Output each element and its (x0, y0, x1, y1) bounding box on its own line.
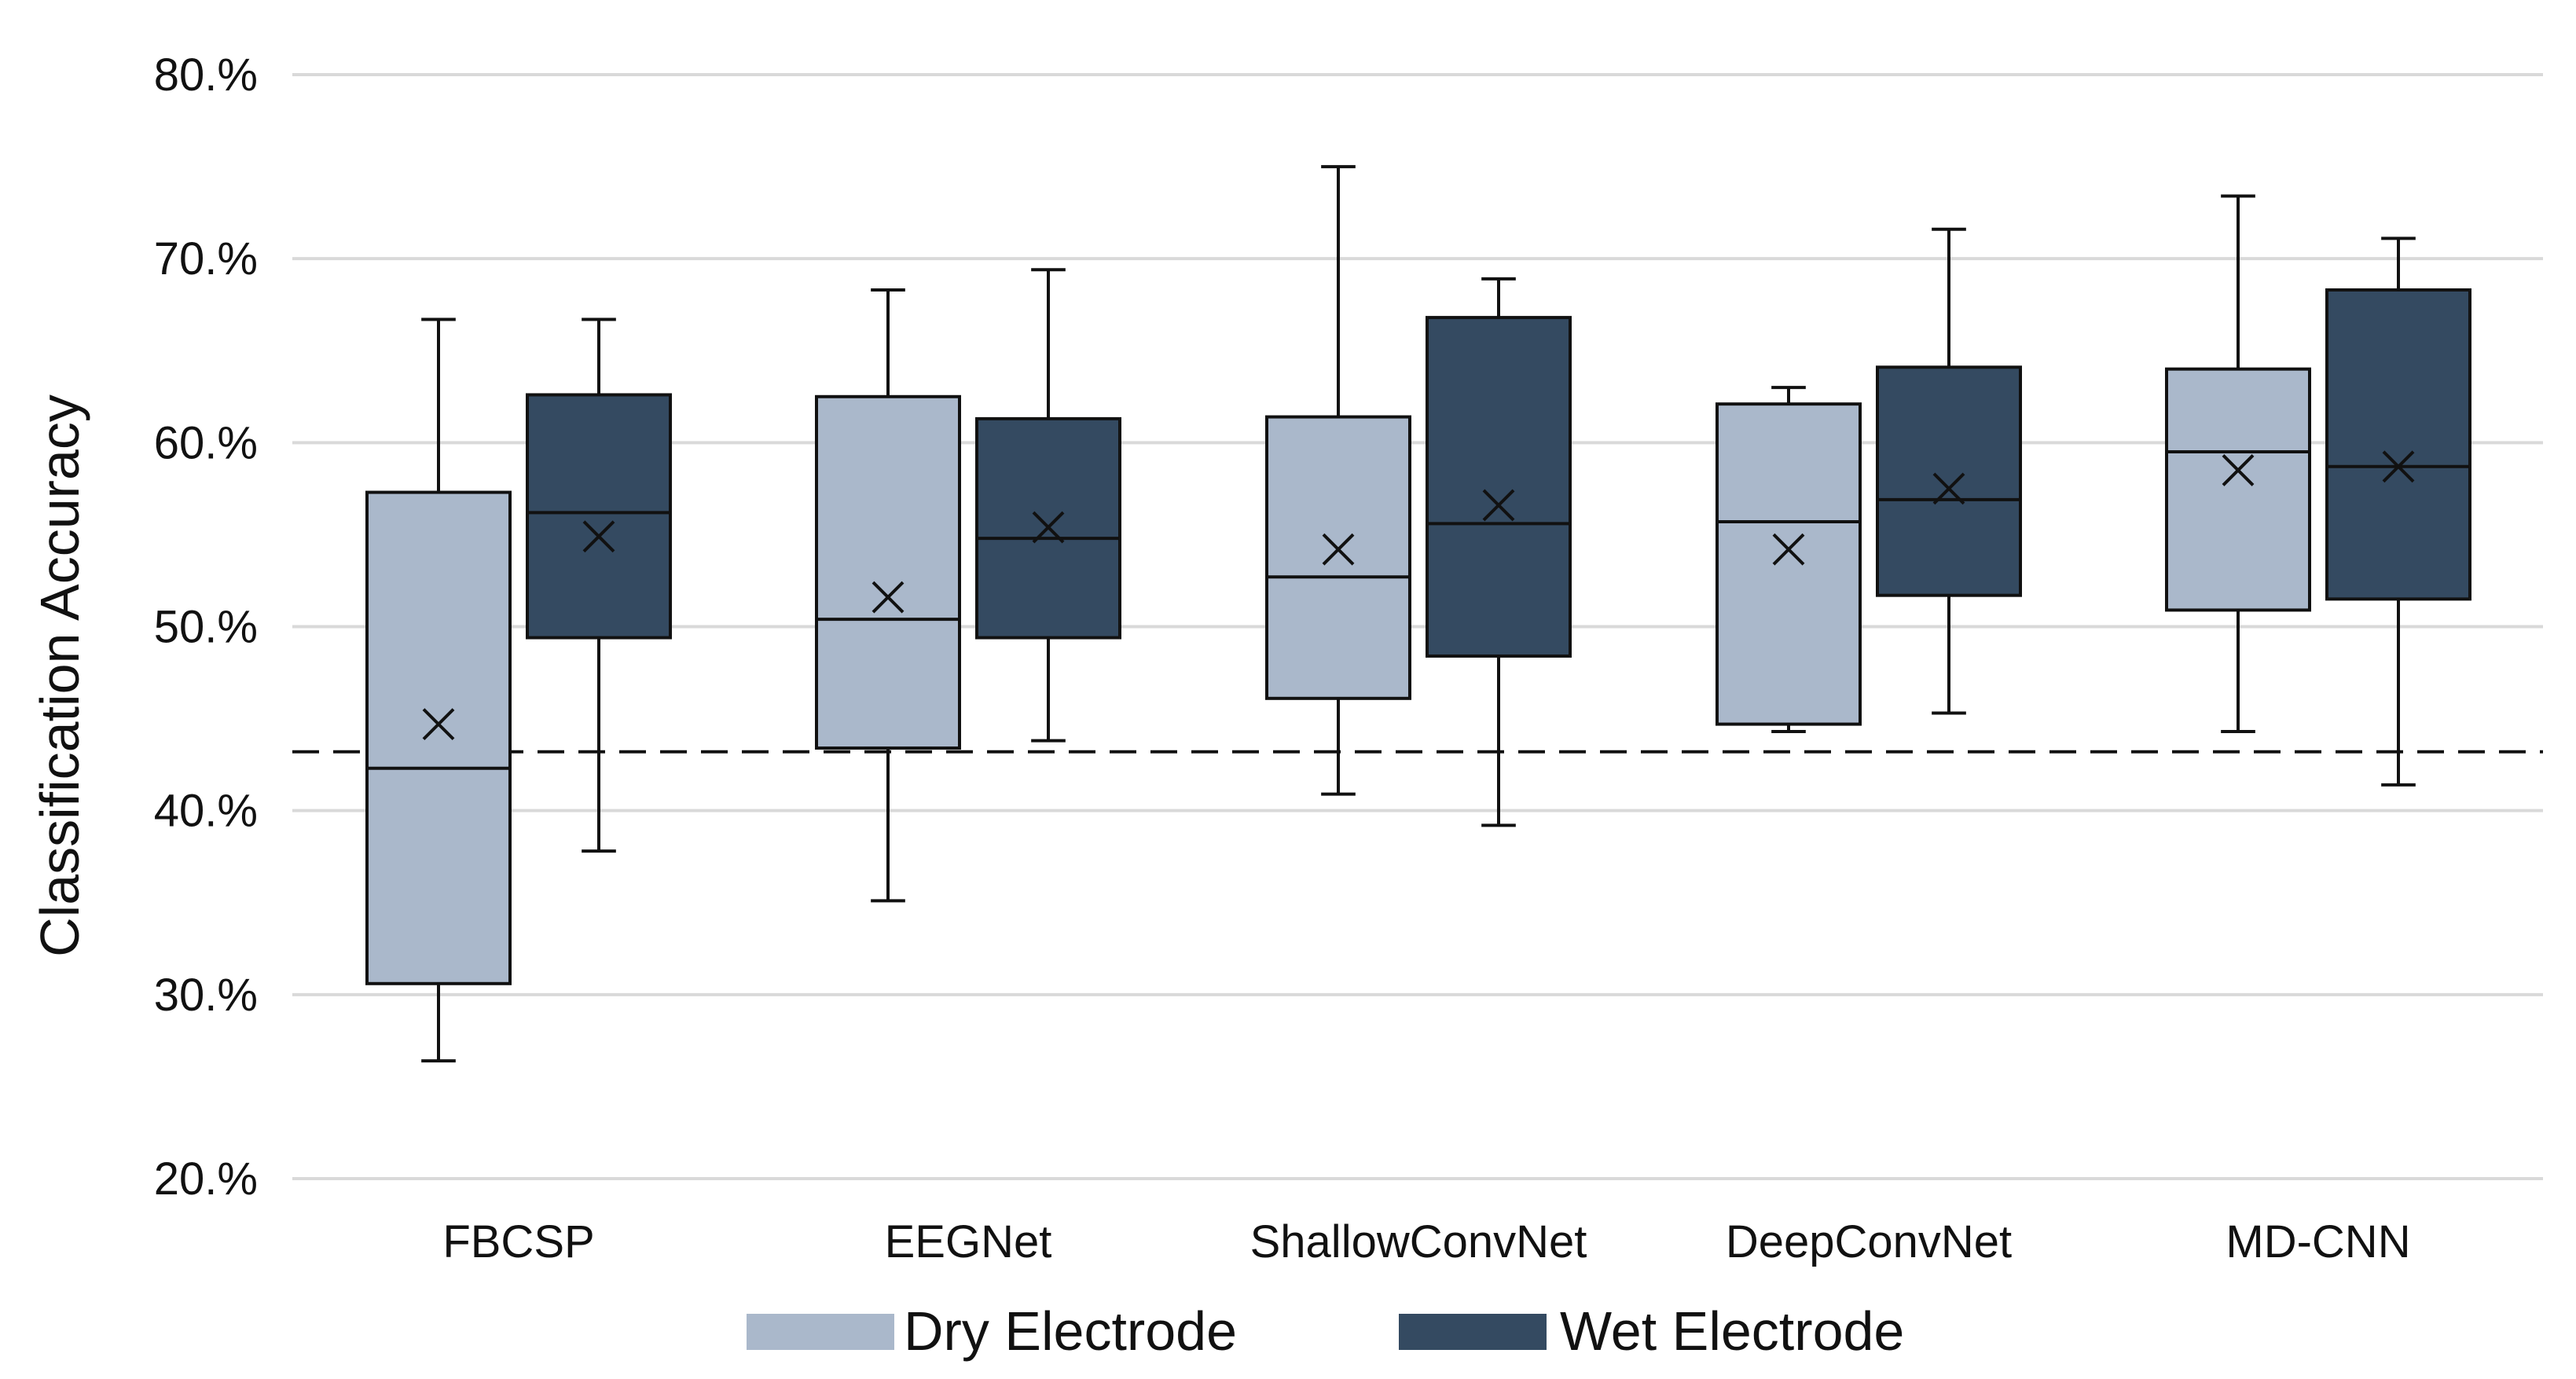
mean-marker (2222, 454, 2255, 486)
box-FBCSP-dry (365, 317, 512, 1063)
iqr-box (815, 394, 961, 750)
x-category-label: FBCSP (442, 1216, 594, 1267)
y-axis-title: Classification Accuracy (29, 394, 90, 957)
box-MD-CNN-wet (2325, 237, 2471, 787)
box-MD-CNN-dry (2165, 194, 2311, 733)
box-ShallowConvNet-dry (1265, 165, 1411, 796)
x-category-label: MD-CNN (2226, 1216, 2410, 1267)
mean-marker (2382, 450, 2415, 483)
iqr-box (2165, 367, 2311, 612)
y-tick-label: 70.% (154, 233, 258, 284)
legend-swatch-wet (1399, 1314, 1547, 1350)
iqr-box (1426, 316, 1572, 658)
box-EEGNet-wet (975, 268, 1121, 743)
y-tick-label: 40.% (154, 786, 258, 837)
box-DeepConvNet-dry (1715, 386, 1862, 733)
mean-marker (872, 581, 905, 614)
mean-marker (582, 520, 615, 553)
y-tick-label: 20.% (154, 1153, 258, 1205)
y-tick-label: 80.% (154, 50, 258, 101)
mean-marker (1482, 489, 1515, 522)
iqr-box (2325, 288, 2471, 601)
boxes (365, 165, 2471, 1063)
legend: Dry Electrode Wet Electrode (747, 1300, 1904, 1362)
legend-label-wet: Wet Electrode (1560, 1300, 1904, 1362)
mean-marker (1322, 533, 1355, 566)
x-axis-categories: FBCSP EEGNet ShallowConvNet DeepConvNet MD-C… (442, 1216, 2410, 1267)
y-tick-label: 50.% (154, 602, 258, 653)
iqr-box (1715, 402, 1862, 726)
legend-swatch-dry (747, 1314, 894, 1350)
mean-marker (1772, 533, 1805, 566)
iqr-box (365, 490, 512, 985)
box-ShallowConvNet-wet (1426, 277, 1572, 827)
box-DeepConvNet-wet (1876, 227, 2022, 715)
iqr-box (526, 393, 672, 640)
mean-marker (422, 708, 455, 741)
y-axis-ticks: 20.% 30.% 40.% 50.% 60.% 70.% 80.% (154, 50, 258, 1205)
iqr-box (1265, 415, 1411, 700)
x-category-label: EEGNet (885, 1216, 1052, 1267)
iqr-box (1876, 365, 2022, 597)
box-FBCSP-wet (526, 317, 672, 853)
box-EEGNet-dry (815, 288, 961, 903)
y-tick-label: 30.% (154, 970, 258, 1021)
mean-marker (1032, 511, 1065, 544)
x-category-label: DeepConvNet (1726, 1216, 2012, 1267)
mean-marker (1932, 472, 1965, 505)
x-category-label: ShallowConvNet (1250, 1216, 1587, 1267)
y-tick-label: 60.% (154, 417, 258, 468)
legend-label-dry: Dry Electrode (904, 1300, 1237, 1362)
